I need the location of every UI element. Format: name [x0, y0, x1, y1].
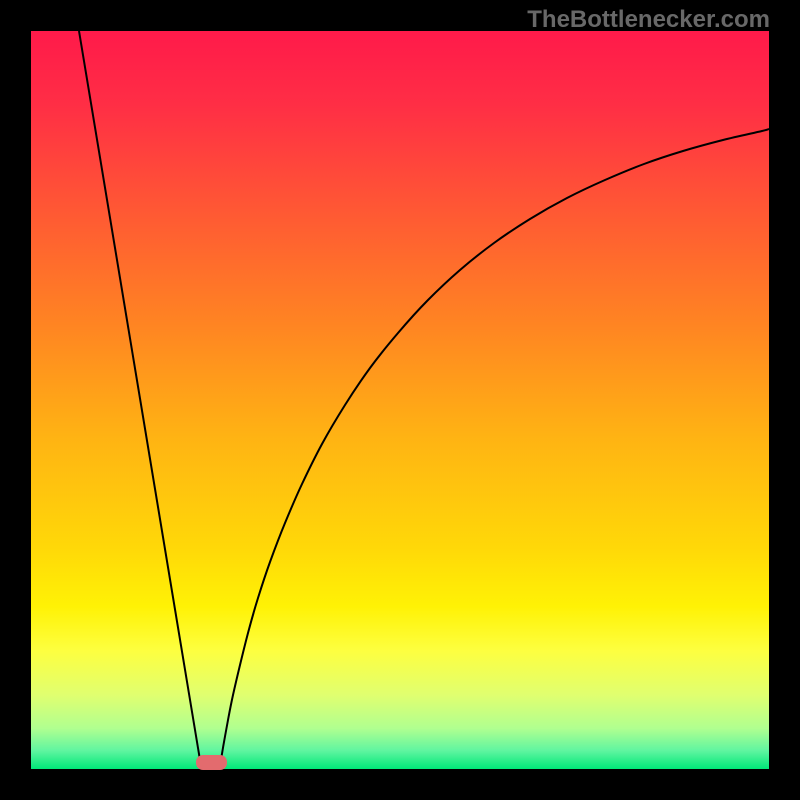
watermark-text: TheBottlenecker.com	[527, 6, 770, 34]
left-diagonal-line	[79, 31, 200, 760]
chart-container: TheBottlenecker.com	[0, 0, 800, 800]
minimum-marker	[196, 755, 227, 770]
right-curve	[221, 129, 769, 760]
curve-layer	[0, 0, 800, 800]
